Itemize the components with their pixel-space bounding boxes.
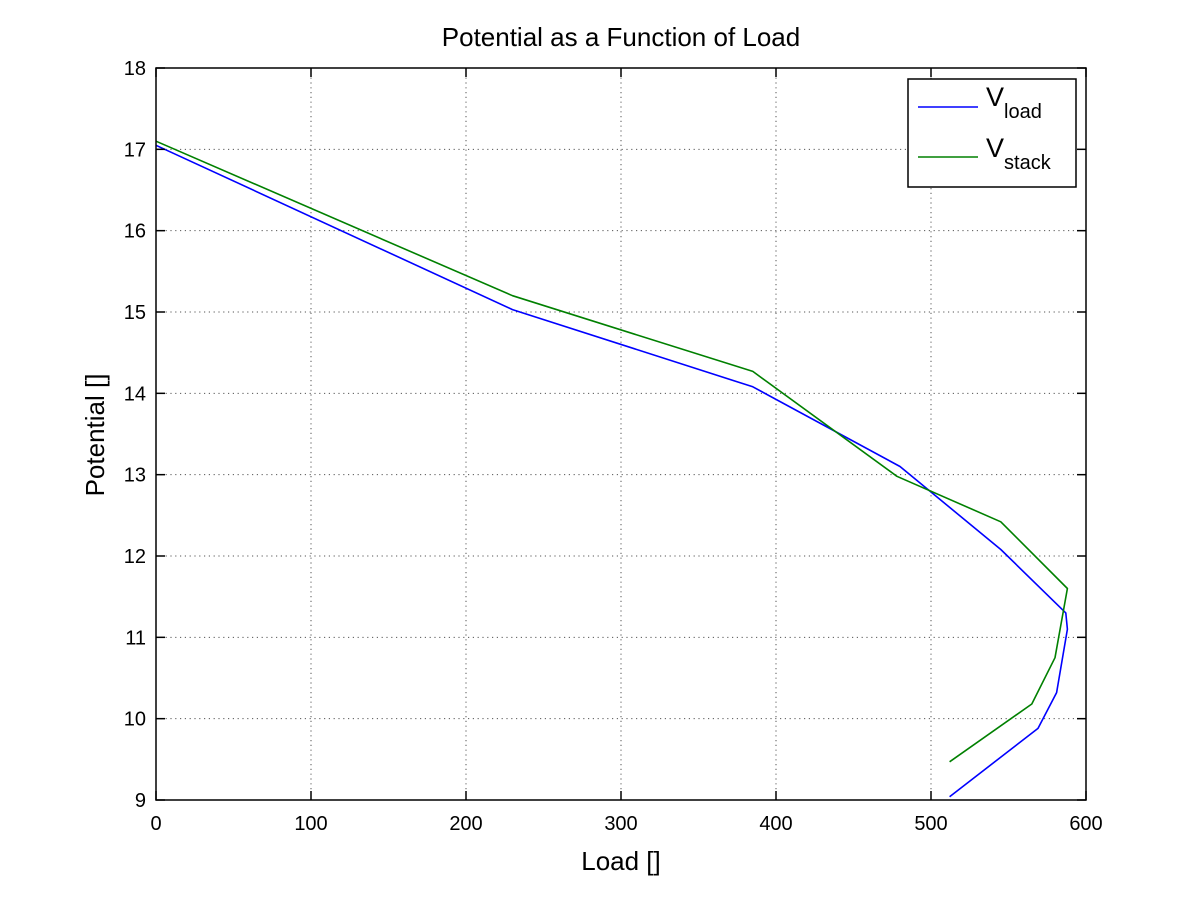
y-axis-label: Potential [] — [80, 374, 110, 497]
x-tick-label: 300 — [604, 813, 637, 835]
y-tick-label: 9 — [135, 790, 146, 812]
legend-label-v-stack-main: V — [986, 133, 1004, 163]
x-tick-label: 500 — [914, 813, 947, 835]
x-tick-label: 100 — [294, 813, 327, 835]
y-tick-label: 14 — [124, 383, 146, 405]
x-axis-label: Load [] — [581, 846, 661, 876]
y-tick-label: 17 — [124, 139, 146, 161]
legend: Vload Vstack — [907, 78, 1077, 188]
x-tick-label: 200 — [449, 813, 482, 835]
y-tick-label: 11 — [125, 627, 146, 649]
series-line-v-stack — [155, 140, 1069, 763]
grid — [156, 68, 1086, 800]
x-tick-label: 600 — [1069, 813, 1102, 835]
series-line-v-load — [155, 144, 1069, 798]
y-tick-label: 12 — [124, 546, 146, 568]
y-tick-label: 16 — [124, 221, 146, 243]
y-tick-label: 18 — [124, 58, 146, 80]
chart-title: Potential as a Function of Load — [442, 22, 800, 52]
legend-box — [907, 78, 1077, 188]
y-tick-label: 13 — [124, 465, 146, 487]
legend-label-v-load: Vload — [986, 82, 1042, 123]
x-tick-label: 400 — [759, 813, 792, 835]
legend-label-v-load-sub: load — [1004, 101, 1042, 123]
axis-ticks — [155, 67, 1087, 801]
legend-label-v-stack: Vstack — [986, 133, 1052, 174]
legend-label-v-load-main: V — [986, 82, 1004, 112]
y-tick-label: 15 — [124, 302, 146, 324]
legend-label-v-stack-sub: stack — [1004, 152, 1052, 174]
plot-series — [155, 140, 1069, 798]
y-tick-label: 10 — [124, 709, 146, 731]
x-tick-label: 0 — [150, 813, 161, 835]
tick-labels: 0 100 200 300 400 500 600 9 10 11 12 13 14 15 16 17 18 — [124, 58, 1103, 835]
